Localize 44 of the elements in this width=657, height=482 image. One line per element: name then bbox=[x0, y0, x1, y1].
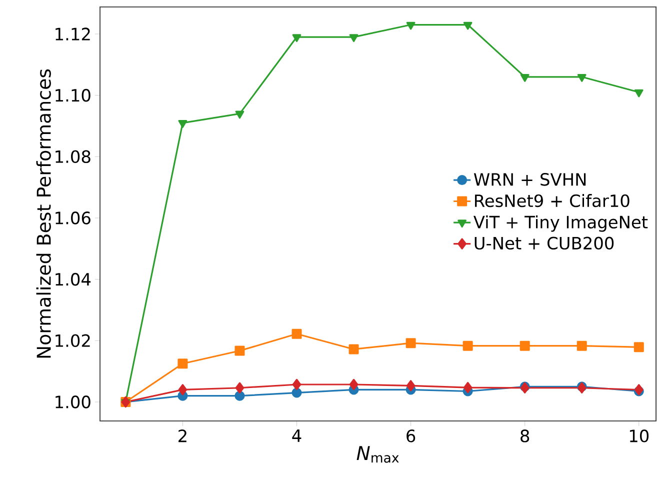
y-tick-label: 1.10 bbox=[56, 88, 90, 102]
x-tick-label: 8 bbox=[520, 429, 530, 442]
y-tick-label: 1.08 bbox=[56, 150, 90, 164]
y-axis-title: Normalized Best Performances bbox=[36, 69, 51, 358]
y-tick-label: 1.00 bbox=[56, 396, 90, 408]
point bbox=[349, 378, 358, 390]
point bbox=[406, 22, 416, 30]
legend-label: WRN + SVHN bbox=[474, 173, 586, 186]
point bbox=[292, 328, 302, 339]
y-tick-label: 1.12 bbox=[56, 28, 90, 40]
y-tick-label: 1.06 bbox=[56, 212, 90, 224]
point bbox=[520, 74, 530, 82]
y-tick-label: 1.02 bbox=[56, 334, 90, 348]
point bbox=[576, 340, 587, 351]
point bbox=[235, 110, 244, 119]
point bbox=[577, 74, 586, 82]
x-tick-label: 6 bbox=[406, 429, 416, 442]
point bbox=[178, 120, 188, 128]
point bbox=[292, 378, 302, 390]
point bbox=[234, 390, 245, 401]
point bbox=[349, 34, 358, 42]
point bbox=[406, 338, 416, 348]
x-tick-label: 4 bbox=[292, 430, 302, 442]
point bbox=[292, 34, 302, 42]
point bbox=[520, 340, 530, 351]
x-axis-title: N$_{max}$ bbox=[356, 446, 399, 463]
point bbox=[235, 382, 244, 394]
point bbox=[292, 388, 302, 398]
point bbox=[178, 358, 188, 369]
point bbox=[178, 384, 188, 396]
point bbox=[634, 89, 644, 98]
x-tick-label: 2 bbox=[178, 429, 186, 442]
point bbox=[406, 380, 416, 392]
x-tick-label: 10 bbox=[630, 429, 649, 442]
legend-label: ResNet9 + Cifar10 bbox=[475, 194, 630, 208]
point bbox=[463, 22, 472, 30]
legend-label: ViT + Tiny ImageNet bbox=[473, 215, 648, 232]
point bbox=[634, 342, 644, 352]
legend-label: U-Net + CUB200 bbox=[474, 236, 614, 250]
point bbox=[348, 344, 359, 354]
point bbox=[234, 346, 245, 356]
point bbox=[462, 340, 473, 351]
y-tick-label: 1.04 bbox=[56, 272, 91, 286]
point bbox=[463, 382, 472, 394]
